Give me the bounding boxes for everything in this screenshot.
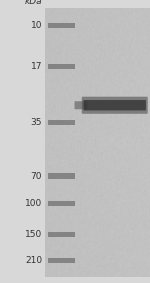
Bar xyxy=(48,120,75,125)
Text: 70: 70 xyxy=(30,171,42,181)
Text: 210: 210 xyxy=(25,256,42,265)
FancyBboxPatch shape xyxy=(84,100,146,110)
Bar xyxy=(48,23,75,28)
Bar xyxy=(48,258,75,263)
Bar xyxy=(48,201,75,206)
Bar xyxy=(48,232,75,237)
Text: 150: 150 xyxy=(25,230,42,239)
FancyBboxPatch shape xyxy=(82,97,148,114)
Text: 100: 100 xyxy=(25,199,42,208)
Text: 10: 10 xyxy=(30,21,42,30)
FancyBboxPatch shape xyxy=(75,101,87,109)
Text: 17: 17 xyxy=(30,62,42,71)
Text: 35: 35 xyxy=(30,118,42,127)
Text: kDa: kDa xyxy=(24,0,42,6)
Bar xyxy=(48,173,75,179)
Bar xyxy=(48,64,75,69)
